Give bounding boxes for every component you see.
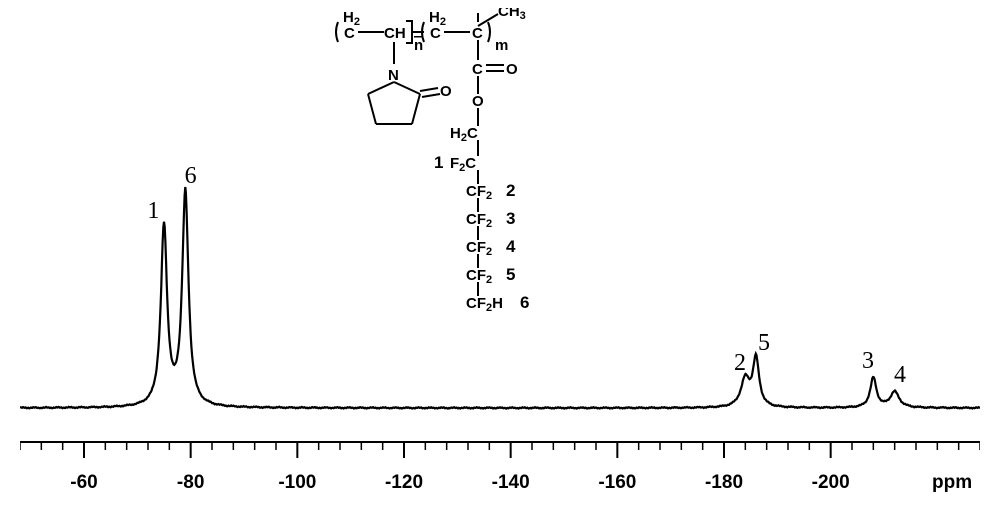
peak-label-6: 6 [185, 163, 197, 190]
svg-text:H2C: H2C [450, 125, 478, 144]
svg-text:F2C: F2C [450, 155, 476, 174]
svg-text:O: O [440, 83, 452, 100]
axis-tick-label: -180 [705, 472, 743, 494]
svg-text:C: C [430, 25, 441, 42]
axis-line [20, 440, 980, 470]
x-axis: -60 -80 -100 -120 -140 -160 -180 -200 ppm [20, 440, 980, 510]
svg-text:CF2: CF2 [466, 183, 492, 202]
struct-num-3: 3 [506, 209, 515, 228]
svg-text:CH3: CH3 [498, 8, 526, 22]
axis-tick-label: -100 [278, 472, 316, 494]
axis-tick-label: -200 [812, 472, 850, 494]
svg-text:C: C [472, 25, 483, 42]
axis-tick-label: -120 [385, 472, 423, 494]
struct-num-1: 1 [434, 153, 443, 172]
svg-text:CF2: CF2 [466, 267, 492, 286]
axis-tick-label: -160 [598, 472, 636, 494]
chemical-structure: H2 C CH n H2 C C m CH3 N O C O O H2C 1 F… [320, 8, 580, 318]
axis-tick-label: -60 [70, 472, 97, 494]
peak-label-5: 5 [758, 330, 770, 357]
svg-text:O: O [472, 93, 484, 110]
svg-text:CH: CH [384, 25, 406, 42]
axis-tick-label: -80 [177, 472, 204, 494]
svg-text:CF2: CF2 [466, 211, 492, 230]
peak-label-1: 1 [147, 198, 159, 225]
struct-num-6: 6 [520, 293, 529, 312]
svg-text:N: N [388, 67, 399, 84]
repeat-n: n [414, 37, 423, 54]
axis-tick-label: -140 [492, 472, 530, 494]
svg-text:CF2: CF2 [466, 239, 492, 258]
struct-num-2: 2 [506, 181, 515, 200]
svg-text:C: C [472, 61, 483, 78]
peak-label-4: 4 [894, 362, 906, 389]
struct-num-5: 5 [506, 265, 515, 284]
svg-text:C: C [344, 25, 355, 42]
struct-num-4: 4 [506, 237, 516, 256]
peak-label-3: 3 [862, 348, 874, 375]
peak-label-2: 2 [734, 350, 746, 377]
axis-unit-label: ppm [932, 472, 972, 494]
svg-text:CF2H: CF2H [466, 295, 503, 314]
repeat-m: m [495, 37, 508, 54]
svg-text:O: O [506, 61, 518, 78]
